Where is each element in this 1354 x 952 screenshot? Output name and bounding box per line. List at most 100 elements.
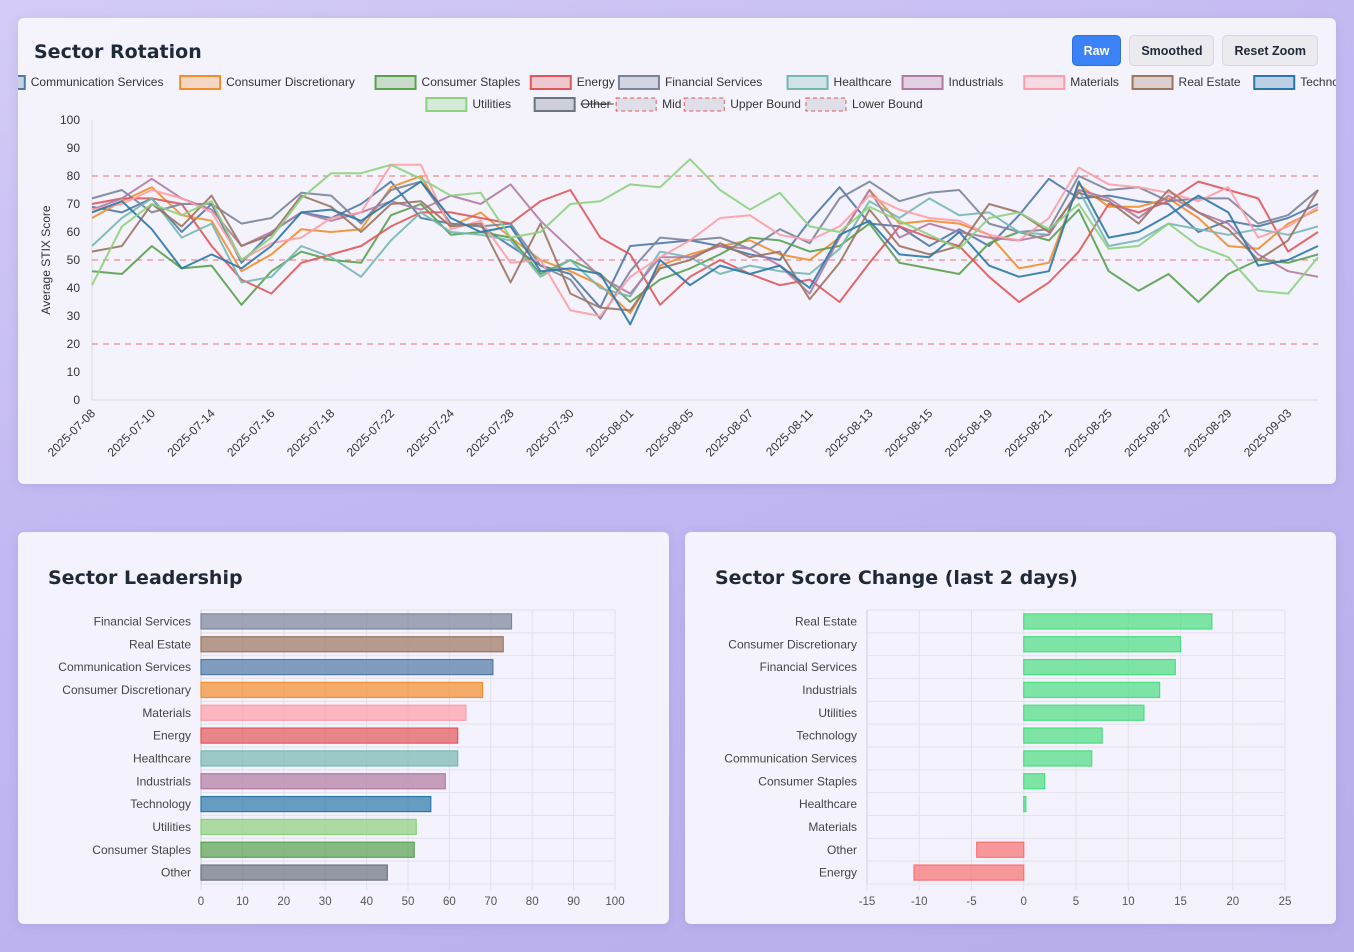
legend-item-communication-services[interactable]: Communication Services [18,75,164,90]
bar-industrials[interactable] [1023,681,1161,699]
category-label: Communication Services [58,660,191,674]
bar-industrials[interactable] [200,773,446,790]
legend-swatch [18,75,26,90]
bar-consumer-discretionary[interactable] [200,681,484,699]
category-label: Utilities [152,820,191,834]
bar-financial-services[interactable] [200,613,513,630]
x-tick-label: 25 [1279,896,1292,908]
legend-item-utilities[interactable]: Utilities [425,97,511,112]
x-tick-label: 2025-07-08 [45,406,99,460]
reset-zoom-button[interactable]: Reset Zoom [1222,35,1318,66]
bar-utilities[interactable] [200,818,417,836]
sector-score-change-chart[interactable]: -15 -10 -5 0 5 10 15 20 25 Real Estate Consumer Di… [685,532,1336,924]
x-tick-label: -10 [911,896,928,908]
y-tick-label: 90 [67,141,81,155]
bar-real-estate[interactable] [1023,613,1213,630]
legend-label: Energy [577,75,615,89]
legend-label: Mid [662,97,681,111]
bar-technology[interactable] [1023,727,1103,744]
legend-item-materials[interactable]: Materials [1023,75,1119,90]
sector-leadership-chart[interactable]: 0 10 20 30 40 50 60 70 80 90 100 Financial Services… [18,532,669,924]
series-line-materials [91,163,1319,317]
x-tick-label: 2025-08-27 [1121,406,1175,460]
x-tick-label: 2025-07-28 [463,406,517,460]
legend-item-energy[interactable]: Energy [529,75,615,90]
legend-label: Consumer Discretionary [226,75,355,89]
sector-leadership-title: Sector Leadership [48,567,243,589]
bar-energy[interactable] [200,727,459,744]
bar-consumer-discretionary[interactable] [1023,636,1182,653]
bar-energy[interactable] [913,864,1025,881]
x-tick-label: 80 [526,896,539,908]
legend-item-mid[interactable]: Mid [615,97,681,112]
category-label: Financial Services [760,660,857,674]
smoothed-button[interactable]: Smoothed [1129,35,1215,66]
bar-communication-services[interactable] [1023,750,1093,767]
bar-utilities[interactable] [1023,704,1145,721]
bar-communication-services[interactable] [200,658,494,676]
legend-label: Materials [1070,75,1119,89]
legend-item-consumer-discretionary[interactable]: Consumer Discretionary [179,75,355,90]
x-tick-label: 5 [1073,896,1079,908]
category-label: Technology [130,797,191,811]
sector-rotation-card: Communication Services Consumer Discretio… [18,18,1336,484]
legend-item-real-estate[interactable]: Real Estate [1131,75,1241,90]
category-label: Industrials [802,683,857,697]
bar-healthcare[interactable] [200,750,459,767]
bar-consumer-staples[interactable] [1023,773,1046,790]
category-label: Consumer Staples [92,843,191,857]
bar-real-estate[interactable] [200,636,504,653]
legend-label: Real Estate [1179,75,1241,89]
raw-button[interactable]: Raw [1071,35,1122,66]
category-label: Consumer Discretionary [62,683,191,697]
x-tick-label: 60 [443,896,456,908]
x-tick-label: 2025-07-30 [523,406,577,460]
x-tick-label: 30 [319,896,332,908]
legend-label: Financial Services [665,75,762,89]
legend-swatch [529,75,572,90]
legend-swatch [1131,75,1174,90]
x-tick-label: 70 [484,896,497,908]
category-label: Real Estate [795,614,857,628]
legend-item-consumer-staples[interactable]: Consumer Staples [374,75,521,90]
bar-healthcare[interactable] [1023,795,1027,813]
category-label: Materials [142,706,191,720]
legend-label: Communication Services [31,75,164,89]
category-label: Energy [819,866,857,880]
legend-swatch [425,97,468,112]
legend-item-upper-bound[interactable]: Upper Bound [683,97,801,112]
legend-item-other[interactable]: Other [533,97,614,112]
legend-swatch [683,97,725,112]
x-tick-label: -5 [966,896,976,908]
series-line-financial-services [91,175,1319,320]
legend-item-financial-services[interactable]: Financial Services [617,75,762,90]
bar-other[interactable] [976,841,1025,858]
category-label: Consumer Staples [758,774,857,788]
bar-technology[interactable] [200,795,432,813]
legend-item-technology[interactable]: Technology [1253,75,1336,90]
x-tick-label: 2025-07-18 [284,406,338,460]
bar-financial-services[interactable] [1023,658,1176,676]
x-tick-label: 50 [402,896,415,908]
category-label: Real Estate [129,637,191,651]
series-line-consumer-discretionary [91,175,1319,315]
bar-consumer-staples[interactable] [200,841,415,858]
legend-swatch [617,75,660,90]
category-label: Other [827,843,857,857]
y-tick-label: 70 [67,197,81,211]
sector-score-change-card: Sector Score Change (last 2 days) -15 -10… [685,532,1336,924]
sector-rotation-title: Sector Rotation [34,41,202,63]
bar-other[interactable] [200,864,388,881]
category-label: Other [161,866,191,880]
x-tick-label: 2025-07-16 [224,406,278,460]
x-tick-label: 2025-08-29 [1181,406,1235,460]
category-label: Consumer Discretionary [728,637,857,651]
bar-materials[interactable] [200,704,467,721]
legend-item-lower-bound[interactable]: Lower Bound [805,97,923,112]
category-label: Communication Services [724,751,857,765]
legend-item-healthcare[interactable]: Healthcare [786,75,892,90]
sector-score-change-title: Sector Score Change (last 2 days) [715,567,1078,589]
sector-rotation-chart[interactable]: Communication Services Consumer Discretio… [18,18,1336,484]
legend-swatch [786,75,829,90]
legend-item-industrials[interactable]: Industrials [901,75,1004,90]
